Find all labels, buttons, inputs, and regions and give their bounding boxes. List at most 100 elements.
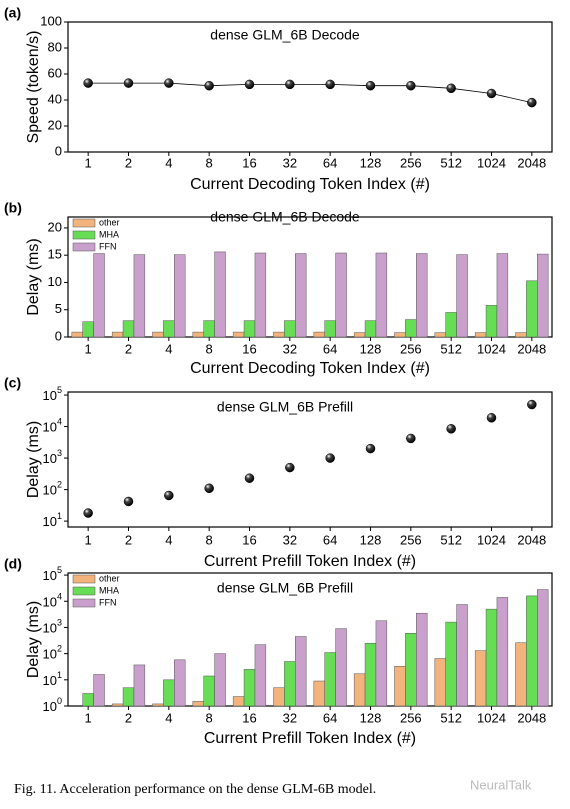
x-tick-label: 1: [85, 341, 92, 356]
bar: [335, 628, 347, 707]
x-tick-label: 2: [125, 155, 132, 170]
x-tick-label: 8: [206, 710, 213, 725]
tick-base: 10: [43, 647, 57, 662]
x-tick-label: 512: [440, 710, 462, 725]
bar: [163, 679, 175, 707]
tick-base: 10: [43, 483, 57, 498]
bar: [192, 701, 204, 707]
bar: [232, 331, 245, 338]
x-tick-label: 1: [85, 532, 92, 547]
y-tick-label: 100: [40, 13, 62, 28]
bar: [364, 320, 377, 338]
panel-label: (a): [4, 5, 21, 21]
marker: [123, 496, 134, 507]
bar: [353, 673, 366, 707]
x-tick-label: 512: [440, 341, 462, 356]
tick-base: 10: [43, 673, 57, 688]
bar: [526, 595, 538, 707]
x-tick-label: 32: [283, 710, 297, 725]
plot-frame: [67, 391, 553, 528]
bar: [122, 687, 135, 707]
x-tick-label: 4: [165, 341, 172, 356]
marker: [527, 399, 537, 410]
bar: [496, 597, 509, 707]
y-axis-title: Delay (ms): [25, 238, 42, 315]
x-axis-title: Current Decoding Token Index (#): [190, 360, 430, 377]
x-tick-label: 8: [206, 341, 213, 356]
bar: [537, 589, 549, 707]
legend-swatch: [72, 598, 96, 608]
x-tick-label: 64: [323, 710, 337, 725]
bar: [82, 693, 94, 707]
bar: [214, 251, 226, 338]
bar: [456, 254, 468, 338]
bar: [474, 332, 487, 338]
marker: [406, 433, 416, 444]
legend-label: MHA: [99, 229, 119, 239]
x-tick-label: 1024: [477, 155, 506, 170]
bar: [353, 332, 366, 338]
y-tick-label: 100: [43, 696, 62, 714]
tick-exp: 5: [57, 385, 62, 395]
marker: [164, 490, 174, 501]
y-tick-label: 0: [55, 143, 62, 158]
bar: [295, 253, 307, 338]
bar: [93, 674, 105, 707]
y-tick-label: 102: [43, 480, 62, 498]
bar: [273, 331, 285, 338]
tick-base: 10: [43, 388, 57, 403]
bar: [111, 703, 124, 707]
x-tick-label: 128: [360, 341, 382, 356]
bar: [273, 687, 285, 707]
bar: [203, 675, 215, 707]
y-tick-label: 60: [48, 65, 62, 80]
x-tick-label: 1: [85, 710, 92, 725]
bar: [93, 253, 105, 338]
bar: [111, 331, 124, 338]
bar: [254, 252, 267, 338]
plot-frame: [67, 572, 553, 707]
bar: [416, 612, 428, 707]
x-axis-title: Current Decoding Token Index (#): [190, 176, 430, 193]
marker: [446, 424, 456, 434]
bar: [445, 312, 457, 338]
marker: [123, 78, 134, 88]
y-tick-label: 104: [43, 417, 62, 435]
marker: [325, 79, 335, 90]
x-tick-label: 128: [360, 155, 382, 170]
bar: [174, 659, 186, 707]
tick-exp: 4: [57, 417, 62, 427]
bar: [192, 331, 204, 338]
legend-label: FFN: [99, 241, 117, 251]
tick-base: 10: [43, 621, 57, 636]
marker: [486, 88, 497, 99]
x-tick-label: 512: [440, 532, 462, 547]
x-tick-label: 32: [283, 155, 297, 170]
y-tick-label: 105: [43, 565, 62, 583]
bar: [485, 608, 498, 707]
marker: [164, 78, 174, 88]
y-tick-label: 101: [43, 670, 62, 688]
marker: [83, 508, 93, 518]
y-tick-label: 40: [48, 91, 62, 106]
tick-base: 10: [43, 515, 57, 530]
y-tick-label: 80: [48, 39, 62, 54]
marker: [244, 473, 255, 483]
tick-exp: 0: [57, 696, 62, 706]
bar: [324, 652, 336, 707]
marker: [486, 413, 497, 423]
tick-base: 10: [43, 452, 57, 467]
y-tick-label: 105: [43, 385, 62, 403]
x-tick-label: 64: [323, 155, 337, 170]
x-tick-label: 2048: [517, 710, 546, 725]
annotation: dense GLM_6B Prefill: [217, 580, 353, 596]
bar: [456, 604, 468, 707]
x-tick-label: 32: [283, 532, 297, 547]
x-tick-label: 32: [283, 341, 297, 356]
bar: [515, 332, 527, 338]
bar: [152, 331, 164, 338]
bar: [133, 664, 146, 707]
x-tick-label: 16: [242, 532, 256, 547]
bar: [133, 254, 146, 338]
y-axis-title: Delay (ms): [25, 601, 42, 678]
